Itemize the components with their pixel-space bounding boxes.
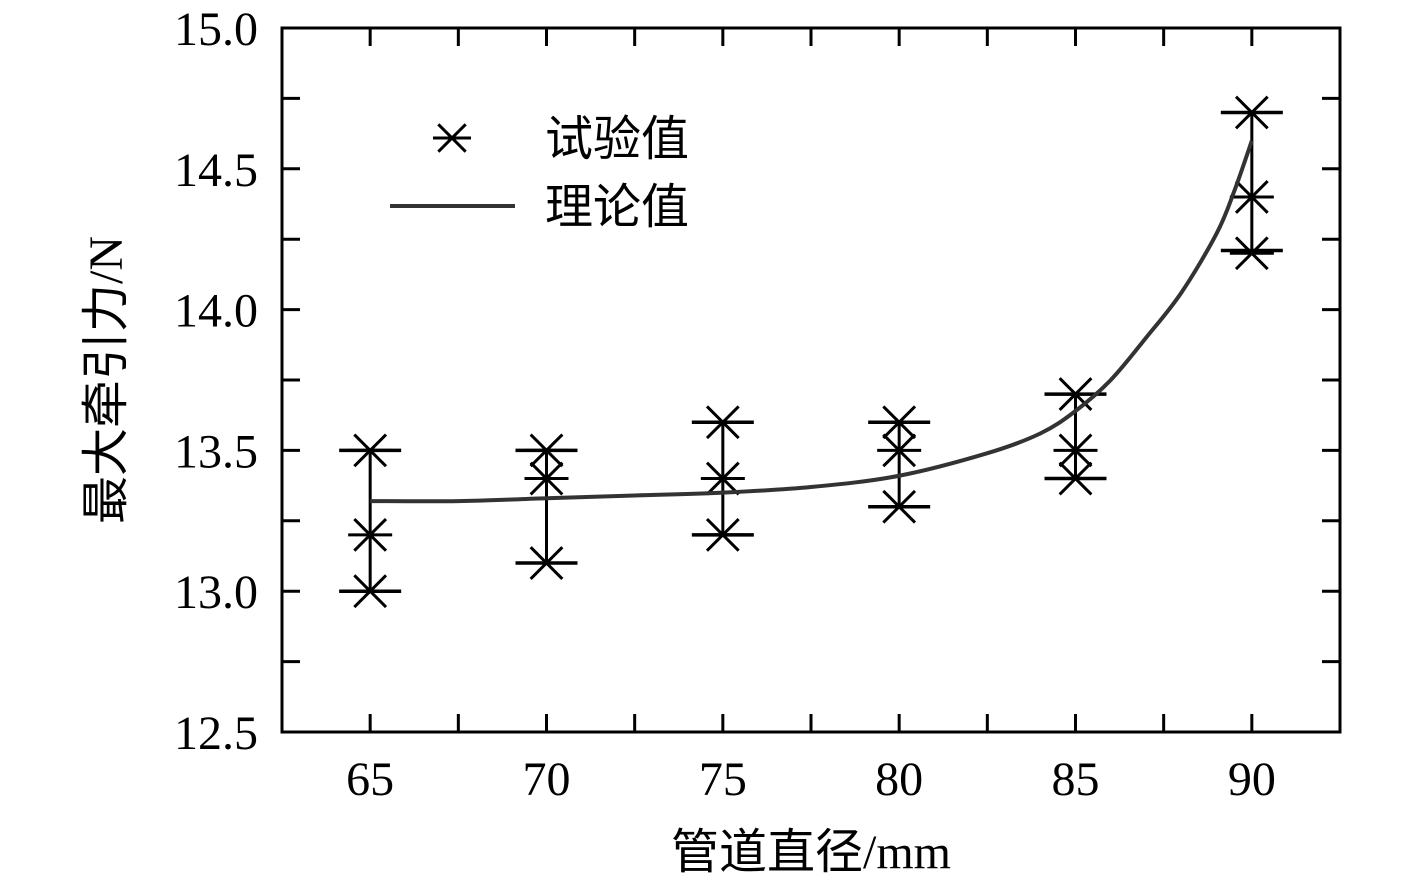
y-tick-label: 14.0 [174,285,258,338]
x-tick-label: 65 [346,753,394,806]
x-tick-label: 80 [875,753,923,806]
axis-ticks [280,26,1342,734]
data-point [348,433,393,468]
range-group [1220,95,1283,271]
data-point [348,517,393,552]
x-tick-label: 85 [1052,753,1100,806]
legend: 试验值 理论值 [390,113,689,234]
data-point [877,405,922,440]
x-tick-label: 75 [699,753,747,806]
x-axis-title: 管道直径/mm [671,826,951,879]
data-point [1053,461,1098,496]
y-tick-label: 13.0 [174,566,258,619]
tick-labels: 65 70 75 80 85 90 12.5 13.0 13.5 14.0 14.5 15.0 [174,3,1276,806]
y-axis-title: 最大牵引力/N [80,236,133,524]
legend-asterisk-icon [433,123,471,153]
y-tick-label: 15.0 [174,3,258,56]
x-tick-label: 90 [1228,753,1276,806]
range-group [1044,377,1107,496]
legend-label-experimental: 试验值 [545,113,689,166]
data-point [1229,236,1274,271]
data-point [700,405,745,440]
data-point [877,433,922,468]
data-point [700,461,745,496]
data-point [877,489,922,524]
data-markers [339,95,1283,609]
data-point [1229,180,1274,214]
y-tick-label: 12.5 [174,707,258,760]
range-group [691,405,754,552]
data-point [524,461,569,496]
data-point [348,574,393,609]
legend-label-theoretical: 理论值 [545,181,689,234]
theory-line [370,139,1254,504]
plot-frame [280,26,1342,734]
x-tick-label: 70 [523,753,571,806]
range-group [515,433,578,580]
legend-marker-experimental [433,123,471,153]
data-point [524,546,569,580]
data-point [524,433,569,468]
range-group [339,433,402,609]
y-tick-label: 14.5 [174,144,258,197]
range-group [868,405,931,524]
data-point [1053,433,1098,468]
data-point [1229,95,1274,130]
y-tick-label: 13.5 [174,425,258,478]
data-point [700,517,745,552]
